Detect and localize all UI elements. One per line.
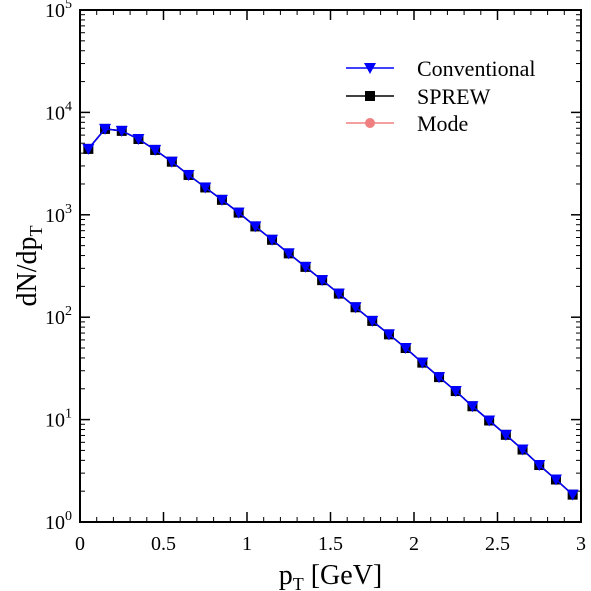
data-point-conventional — [299, 261, 312, 273]
data-point-conventional — [499, 429, 512, 441]
x-tick-label: 1.5 — [318, 533, 343, 555]
data-point-conventional — [549, 474, 562, 486]
data-point-conventional — [199, 182, 212, 194]
data-point-conventional — [449, 386, 462, 398]
data-point-conventional — [282, 248, 295, 260]
x-tick-label: 3 — [576, 533, 586, 555]
series-line-mode — [87, 128, 574, 496]
legend-label-conventional: Conventional — [417, 56, 536, 81]
major-ticks — [79, 9, 582, 523]
data-point-conventional — [332, 288, 345, 300]
legend-label-mode: Mode — [417, 111, 468, 136]
x-tick-label: 0 — [75, 533, 85, 555]
series-conventional — [82, 123, 579, 501]
tick-labels: 0 0.5 1 1.5 2 2.5 3 100 101 102 103 104 105 — [45, 0, 586, 555]
data-point-conventional — [99, 123, 112, 135]
data-point-conventional — [266, 234, 279, 246]
y-tick-label: 102 — [45, 304, 72, 329]
data-point-conventional — [483, 415, 496, 427]
x-tick-label: 2.5 — [485, 533, 510, 555]
legend: Conventional SPREW Mode — [346, 56, 536, 136]
y-tick-label: 101 — [45, 407, 72, 432]
data-point-conventional — [533, 460, 546, 472]
data-point-conventional — [132, 133, 145, 145]
data-point-conventional — [516, 444, 529, 456]
legend-marker-sprew — [365, 91, 375, 101]
data-point-conventional — [566, 489, 579, 501]
data-point-conventional — [382, 329, 395, 341]
data-point-conventional — [149, 144, 162, 156]
legend-marker-mode — [365, 118, 375, 128]
data-point-conventional — [215, 194, 228, 206]
minor-ticks — [80, 10, 581, 522]
x-tick-label: 2 — [409, 533, 419, 555]
series-sprew — [83, 123, 578, 500]
y-tick-label: 105 — [45, 0, 72, 22]
data-point-conventional — [316, 275, 329, 287]
legend-marker-conventional — [364, 63, 376, 74]
data-point-conventional — [232, 207, 245, 219]
series-layer — [82, 123, 579, 501]
series-line-conventional — [87, 128, 574, 496]
x-axis-label: pT [GeV] — [279, 560, 383, 591]
y-tick-label: 100 — [45, 509, 72, 534]
data-point-conventional — [349, 302, 362, 314]
data-point-conventional — [466, 401, 479, 413]
x-tick-label: 0.5 — [151, 533, 176, 555]
legend-label-sprew: SPREW — [417, 84, 491, 109]
x-tick-label: 1 — [242, 533, 252, 555]
data-point-conventional — [416, 357, 429, 369]
data-point-conventional — [366, 315, 379, 327]
series-mode — [83, 124, 578, 500]
data-point-conventional — [82, 143, 95, 155]
y-tick-label: 104 — [45, 99, 72, 124]
data-point-conventional — [115, 125, 128, 137]
y-axis-label: dN/dpT — [12, 226, 46, 307]
series-line-sprew — [87, 128, 574, 496]
data-point-conventional — [182, 169, 195, 181]
data-point-conventional — [165, 156, 178, 168]
data-point-conventional — [433, 372, 446, 384]
legend-entry-sprew: SPREW — [346, 84, 491, 109]
data-point-conventional — [249, 221, 262, 233]
plot-frame — [79, 9, 582, 523]
y-tick-label: 103 — [45, 202, 72, 227]
legend-entry-mode: Mode — [346, 111, 468, 136]
data-point-conventional — [399, 343, 412, 355]
legend-entry-conventional: Conventional — [346, 56, 536, 81]
